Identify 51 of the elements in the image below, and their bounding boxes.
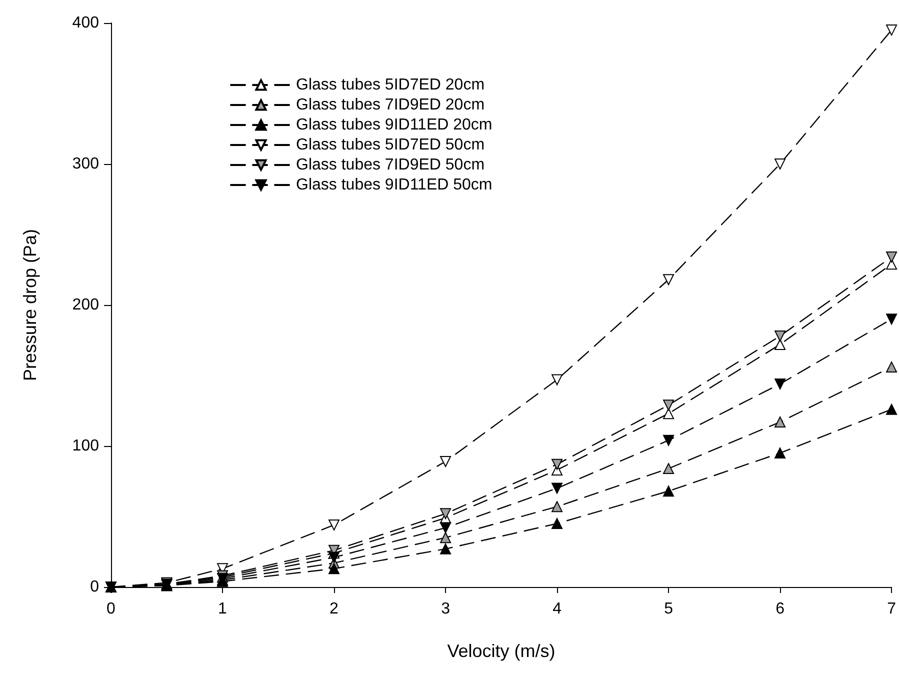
x-tick-label: 2 (330, 600, 339, 618)
point (774, 330, 786, 342)
point (886, 314, 898, 325)
y-tick-label: 200 (72, 296, 100, 314)
point (440, 543, 452, 554)
point (552, 482, 563, 494)
point (328, 552, 340, 563)
point (774, 448, 786, 459)
point (552, 374, 563, 386)
point (886, 404, 898, 415)
point (552, 458, 563, 470)
legend-label: Glass tubes 5ID7ED 50cm (296, 136, 485, 154)
x-tick-label: 7 (887, 600, 896, 618)
point (328, 563, 340, 574)
point (440, 508, 452, 520)
legend-label: Glass tubes 7ID9ED 50cm (296, 156, 485, 174)
x-tick-label: 5 (664, 600, 674, 618)
y-axis-title: Pressure drop (Pa) (20, 228, 40, 382)
point (663, 463, 674, 474)
x-tick-label: 3 (441, 600, 450, 618)
legend-label: Glass tubes 9ID11ED 20cm (296, 116, 492, 134)
point (663, 408, 674, 420)
y-tick-label: 300 (72, 156, 100, 172)
point (440, 456, 452, 468)
point (663, 274, 674, 286)
x-tick-label: 6 (776, 600, 785, 618)
point (552, 518, 563, 530)
point (552, 501, 563, 512)
x-axis-title: Velocity (m/s) (447, 641, 556, 661)
y-tick-label: 0 (90, 578, 100, 596)
point (440, 532, 452, 544)
y-tick-label: 400 (72, 14, 100, 32)
point (328, 519, 340, 530)
point (774, 338, 786, 350)
point (886, 252, 898, 263)
legend-label: Glass tubes 9ID11ED 50cm (296, 176, 492, 194)
y-tick-label: 100 (72, 438, 100, 454)
x-tick-label: 4 (552, 600, 562, 618)
point (774, 158, 786, 170)
point (886, 362, 898, 373)
point (774, 378, 786, 390)
point (663, 400, 674, 411)
point (774, 416, 786, 428)
x-tick-label: 1 (218, 600, 228, 618)
point (663, 434, 674, 446)
point (440, 522, 452, 534)
point (886, 24, 898, 36)
legend-label: Glass tubes 7ID9ED 20cm (296, 96, 485, 114)
legend-label: Glass tubes 5ID7ED 20cm (296, 76, 485, 94)
point (663, 486, 674, 497)
x-tick-label: 0 (106, 600, 116, 618)
